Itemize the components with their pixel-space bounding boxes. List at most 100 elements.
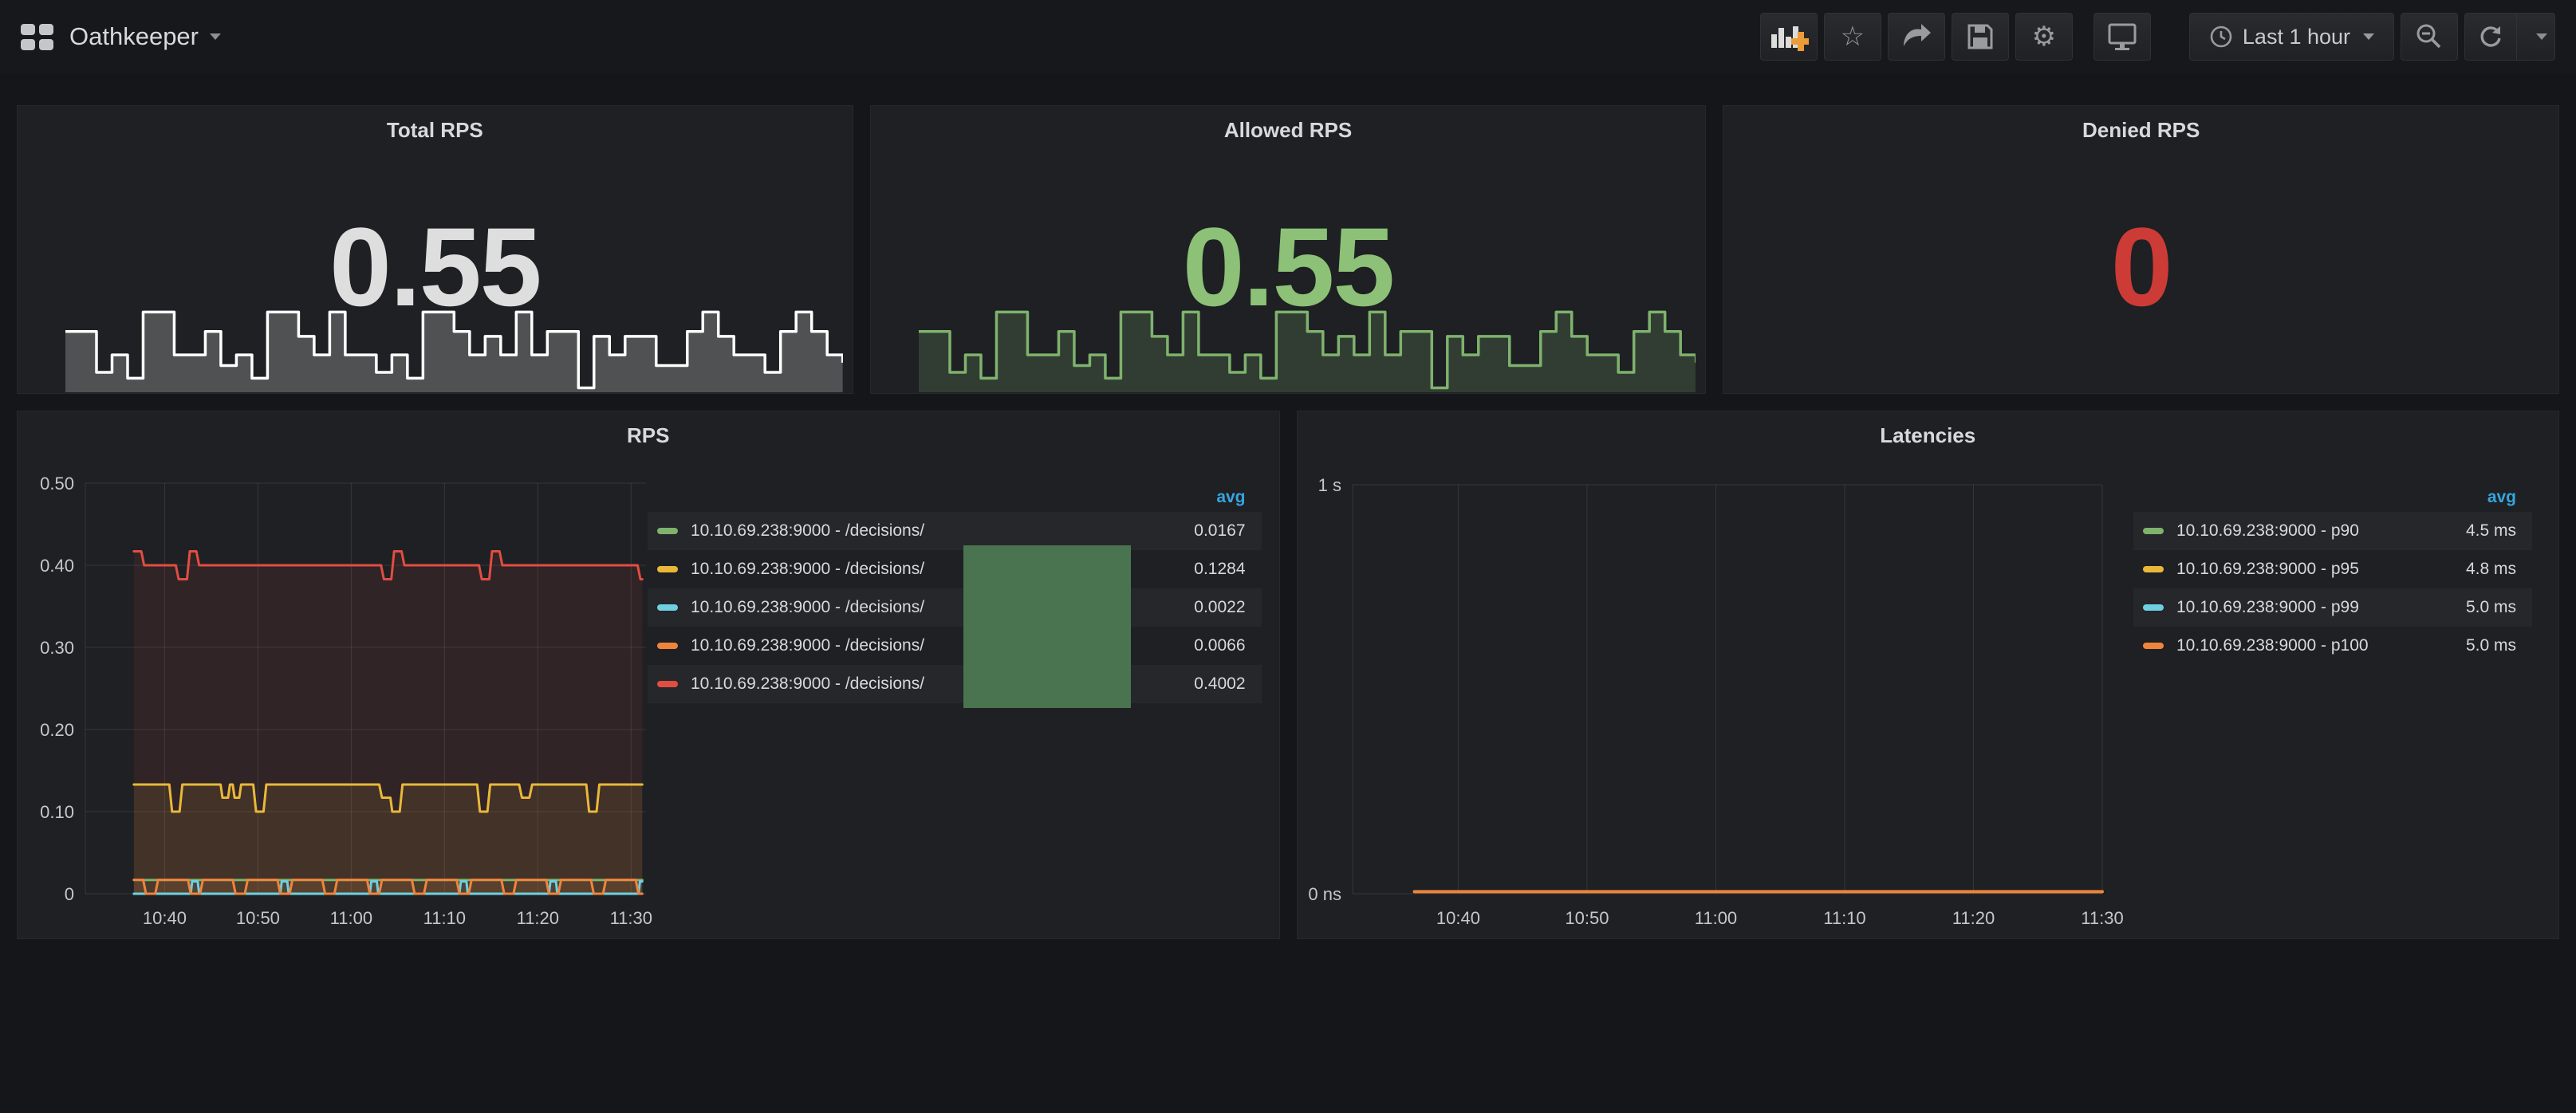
rps-legend: avg 10.10.69.238:9000 - /decisions/ 0.01… [648, 488, 1262, 703]
add-panel-icon [1769, 20, 1809, 53]
dashboard-grid: Total RPS 0.55 Allowed RPS 0.55 Denied R… [0, 73, 2576, 939]
allowed-rps-sparkline [919, 289, 1696, 392]
svg-text:0.20: 0.20 [40, 720, 74, 740]
legend-row: 10.10.69.238:9000 - p95 4.8 ms [2133, 550, 2532, 588]
zoom-out-icon [2415, 22, 2444, 51]
series-label[interactable]: 10.10.69.238:9000 - p99 [2176, 598, 2466, 617]
dashboard-title: Oathkeeper [69, 22, 199, 51]
mark-favorite-button[interactable]: ☆ [1824, 13, 1881, 61]
svg-text:0.40: 0.40 [40, 556, 74, 576]
svg-text:10:50: 10:50 [1565, 908, 1609, 928]
svg-text:10:50: 10:50 [236, 908, 280, 928]
refresh-button-group [2464, 13, 2555, 61]
svg-text:0.50: 0.50 [40, 474, 74, 494]
legend-row: 10.10.69.238:9000 - /decisions/ 0.1284 [648, 550, 1262, 588]
series-color-swatch[interactable] [2143, 528, 2164, 534]
settings-button[interactable]: ⚙ [2015, 13, 2073, 61]
star-icon: ☆ [1841, 23, 1865, 50]
refresh-icon [2477, 23, 2504, 50]
add-panel-button[interactable] [1760, 13, 1818, 61]
green-redaction-overlay [963, 545, 1131, 708]
series-avg-value: 4.5 ms [2466, 521, 2516, 541]
chevron-down-icon [2363, 33, 2374, 40]
series-label[interactable]: 10.10.69.238:9000 - p100 [2176, 636, 2466, 655]
chevron-down-icon [210, 33, 221, 40]
panel-total-rps: Total RPS 0.55 [17, 105, 853, 394]
series-avg-value: 0.0066 [1194, 636, 1245, 655]
svg-text:11:00: 11:00 [330, 908, 372, 928]
legend-avg-column[interactable]: avg [1216, 488, 1245, 506]
share-icon [1900, 22, 1932, 51]
legend-row: 10.10.69.238:9000 - /decisions/ 0.4002 [648, 665, 1262, 703]
series-color-swatch[interactable] [2143, 643, 2164, 649]
svg-text:10:40: 10:40 [1436, 908, 1479, 928]
legend-row: 10.10.69.238:9000 - p100 5.0 ms [2133, 627, 2532, 665]
series-label[interactable]: 10.10.69.238:9000 - p95 [2176, 560, 2466, 579]
series-color-swatch[interactable] [657, 528, 678, 534]
cycle-view-button[interactable] [2093, 13, 2151, 61]
series-color-swatch[interactable] [2143, 604, 2164, 611]
series-avg-value: 5.0 ms [2466, 636, 2516, 655]
series-avg-value: 4.8 ms [2466, 560, 2516, 579]
legend-row: 10.10.69.238:9000 - /decisions/ 0.0167 [648, 512, 1262, 550]
legend-row: 10.10.69.238:9000 - /decisions/ 0.0066 [648, 627, 1262, 665]
zoom-out-button[interactable] [2401, 13, 2458, 61]
series-label[interactable]: 10.10.69.238:9000 - /decisions/ [691, 521, 1194, 541]
series-color-swatch[interactable] [2143, 566, 2164, 572]
clock-icon [2209, 25, 2233, 49]
series-avg-value: 5.0 ms [2466, 598, 2516, 617]
svg-text:11:30: 11:30 [610, 908, 652, 928]
series-color-swatch[interactable] [657, 566, 678, 572]
time-range-label: Last 1 hour [2243, 25, 2350, 49]
dashboard-picker-button[interactable]: Oathkeeper [21, 22, 221, 51]
series-color-swatch[interactable] [657, 681, 678, 687]
refresh-button[interactable] [2464, 13, 2517, 61]
svg-text:0 ns: 0 ns [1308, 884, 1341, 904]
monitor-icon [2106, 22, 2138, 52]
svg-text:11:30: 11:30 [2081, 908, 2123, 928]
legend-row: 10.10.69.238:9000 - p90 4.5 ms [2133, 512, 2532, 550]
gear-icon: ⚙ [2032, 23, 2056, 50]
svg-text:11:00: 11:00 [1694, 908, 1736, 928]
series-avg-value: 0.1284 [1194, 560, 1245, 579]
rps-plot-canvas[interactable]: 10:4010:5011:0011:1011:2011:3000.100.200… [18, 411, 656, 940]
save-button[interactable] [1952, 13, 2009, 61]
svg-text:0.30: 0.30 [40, 638, 74, 658]
legend-row: 10.10.69.238:9000 - p99 5.0 ms [2133, 588, 2532, 627]
panel-allowed-rps: Allowed RPS 0.55 [870, 105, 1707, 394]
legend-header: avg [2133, 488, 2532, 509]
series-label[interactable]: 10.10.69.238:9000 - p90 [2176, 521, 2466, 541]
series-avg-value: 0.4002 [1194, 674, 1245, 694]
series-avg-value: 0.0167 [1194, 521, 1245, 541]
latencies-legend: avg 10.10.69.238:9000 - p90 4.5 ms 10.10… [2133, 488, 2532, 665]
svg-text:1 s: 1 s [1318, 475, 1341, 495]
graphs-row: RPS 10:4010:5011:0011:1011:2011:3000.100… [17, 411, 2559, 939]
legend-row: 10.10.69.238:9000 - /decisions/ 0.0022 [648, 588, 1262, 627]
total-rps-sparkline [65, 289, 843, 392]
series-avg-value: 0.0022 [1194, 598, 1245, 617]
svg-text:11:10: 11:10 [1823, 908, 1865, 928]
series-color-swatch[interactable] [657, 604, 678, 611]
stat-value: 0 [2111, 211, 2172, 323]
panel-title[interactable]: Total RPS [18, 106, 853, 143]
panel-title[interactable]: Allowed RPS [871, 106, 1706, 143]
svg-text:11:10: 11:10 [423, 908, 466, 928]
dashboard-grid-icon [21, 24, 53, 50]
save-icon [1966, 22, 1995, 51]
panel-denied-rps: Denied RPS 0 [1723, 105, 2559, 394]
navbar: Oathkeeper ☆ [0, 0, 2576, 73]
svg-text:10:40: 10:40 [143, 908, 187, 928]
time-range-picker[interactable]: Last 1 hour [2189, 13, 2394, 61]
svg-text:11:20: 11:20 [1952, 908, 1994, 928]
chevron-down-icon [2536, 33, 2547, 40]
svg-text:11:20: 11:20 [517, 908, 559, 928]
series-color-swatch[interactable] [657, 643, 678, 649]
panel-latencies-graph: Latencies 10:4010:5011:0011:1011:2011:30… [1297, 411, 2560, 939]
legend-avg-column[interactable]: avg [2487, 488, 2516, 506]
panel-title[interactable]: Denied RPS [1723, 106, 2558, 143]
legend-header: avg [648, 488, 1262, 509]
latencies-plot-canvas[interactable]: 10:40 10:50 11:00 11:10 11:20 11:30 0 ns 1 s [1298, 411, 2135, 940]
refresh-interval-dropdown[interactable] [2517, 13, 2555, 61]
share-button[interactable] [1888, 13, 1945, 61]
stats-row: Total RPS 0.55 Allowed RPS 0.55 Denied R… [17, 105, 2559, 394]
